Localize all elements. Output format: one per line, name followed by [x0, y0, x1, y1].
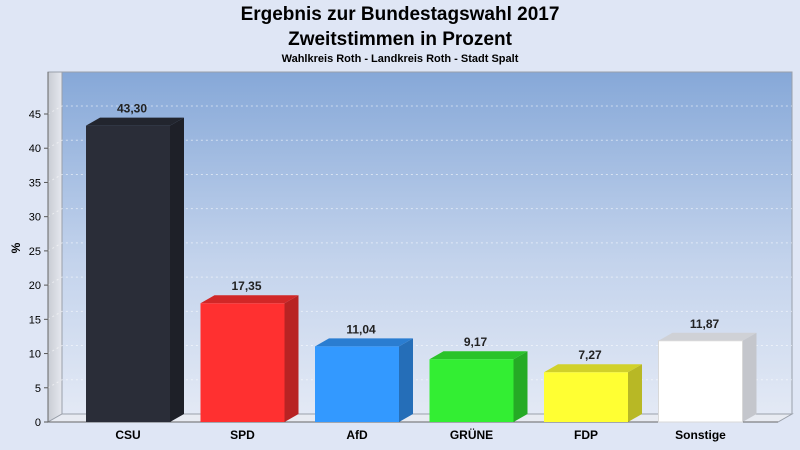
bar-side — [399, 338, 413, 422]
bar-top — [200, 295, 299, 304]
value-label: 43,30 — [117, 102, 147, 116]
category-label: CSU — [115, 428, 140, 442]
category-label: Sonstige — [675, 428, 726, 442]
y-tick-label: 35 — [29, 177, 41, 189]
bar-side — [170, 117, 184, 422]
bar-side — [742, 332, 757, 422]
y-tick-label: 40 — [29, 143, 41, 155]
bar-side — [513, 351, 528, 422]
bar-top — [544, 364, 642, 373]
category-label: AfD — [346, 428, 368, 442]
bar — [544, 372, 628, 422]
y-tick-label: 15 — [29, 314, 41, 326]
plot-area: 0 5 10 15 20 25 30 35 40 45 43,30 CSU 17,35 SPD 11,04 A… — [29, 71, 794, 442]
y-tick-label: 10 — [29, 349, 41, 361]
left-wall — [47, 71, 63, 423]
bar — [315, 346, 399, 422]
category-label: SPD — [230, 428, 255, 442]
y-tick-label: 5 — [35, 383, 41, 395]
value-label: 11,04 — [346, 322, 376, 336]
gridline — [47, 105, 792, 115]
value-label: 17,35 — [231, 279, 261, 293]
category-label: FDP — [574, 428, 598, 442]
y-tick-label: 25 — [29, 246, 41, 258]
bar — [200, 303, 285, 422]
gridline — [47, 139, 792, 149]
chart-caption: Wahlkreis Roth - Landkreis Roth - Stadt … — [281, 53, 519, 65]
gridline — [47, 208, 792, 218]
gridline — [47, 345, 792, 354]
gridline — [47, 379, 792, 389]
bar-side — [628, 364, 642, 422]
bar-top — [429, 351, 528, 360]
gridline — [47, 173, 792, 183]
bar — [658, 340, 743, 423]
bar-side — [284, 295, 299, 422]
bar — [86, 125, 170, 422]
bar — [429, 359, 514, 422]
category-label: GRÜNE — [450, 427, 493, 442]
value-label: 9,17 — [464, 335, 488, 349]
bar-top — [658, 332, 757, 341]
bar-top — [315, 338, 413, 347]
gridline — [47, 276, 792, 286]
value-label: 7,27 — [578, 348, 602, 362]
y-tick-label: 20 — [29, 280, 41, 292]
gridline — [47, 242, 792, 252]
chart-subtitle: Zweitstimmen in Prozent — [288, 29, 512, 50]
bar-top — [86, 117, 184, 126]
value-label: 11,87 — [690, 317, 720, 331]
y-tick-label: 45 — [29, 109, 41, 121]
y-tick-label: 30 — [29, 212, 41, 224]
y-tick-label: 0 — [35, 417, 41, 429]
gridline — [47, 310, 792, 320]
chart-title: Ergebnis zur Bundestagswahl 2017 — [240, 4, 560, 25]
y-axis-label: % — [9, 242, 23, 253]
